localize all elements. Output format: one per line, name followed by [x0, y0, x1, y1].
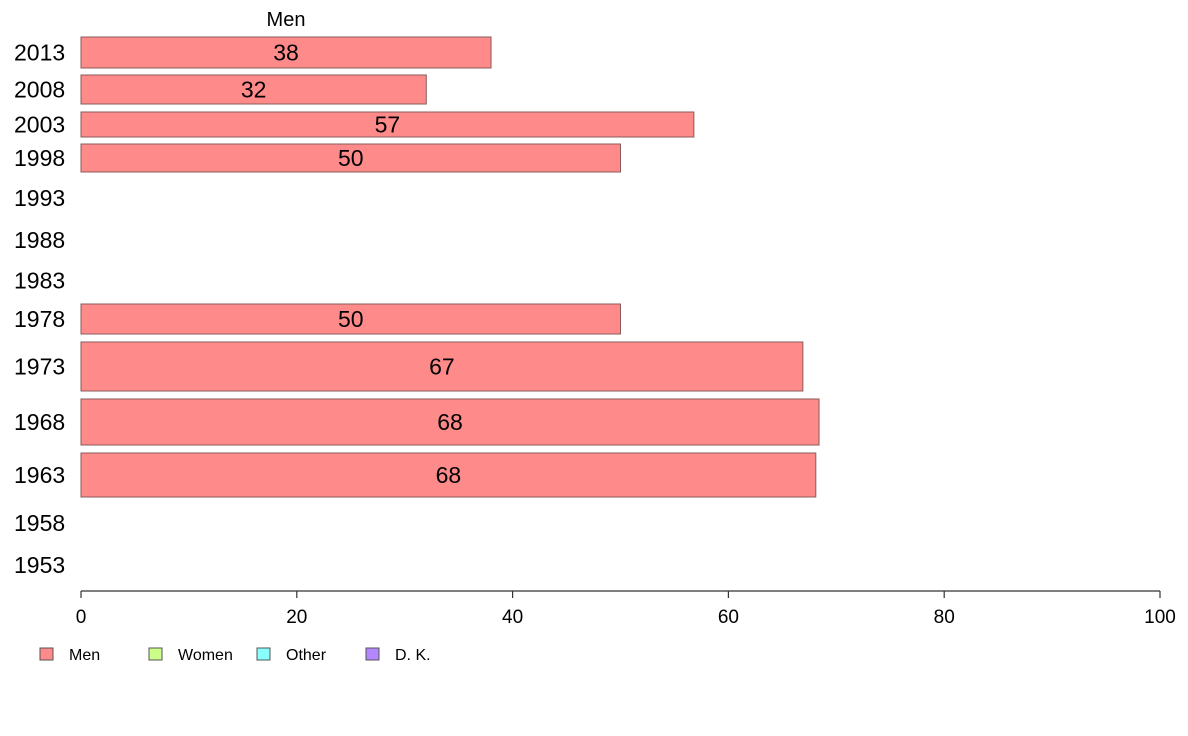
bar: [80, 398, 820, 446]
x-tick-label: 20: [286, 607, 307, 628]
x-tick-label: 40: [502, 607, 523, 628]
bar-value-label: 68: [436, 462, 462, 488]
bar: [80, 303, 621, 335]
x-tick-label: 100: [1144, 607, 1176, 628]
bar-value-label: 50: [338, 145, 364, 171]
bar-value-label: 67: [429, 354, 455, 380]
x-tick-label: 60: [718, 607, 739, 628]
year-label: 1963: [14, 462, 65, 488]
bar: [80, 111, 695, 138]
bar: [80, 36, 492, 69]
bar-value-label: 38: [273, 40, 299, 66]
year-label: 1953: [14, 552, 65, 578]
x-axis: 0 20 40 60 80 100: [76, 590, 1176, 628]
year-label: 1973: [14, 354, 65, 380]
legend-label: D. K.: [395, 647, 431, 664]
year-label: 2008: [14, 77, 65, 103]
bar: [80, 74, 427, 105]
legend-swatch: [148, 647, 163, 661]
chart-rows: 2013 38 2008 32 2003 57 1998 50 1993 1988 1983 1978…: [14, 36, 820, 578]
x-tick-label: 80: [934, 607, 955, 628]
legend-swatch: [39, 647, 54, 661]
bar: [80, 143, 621, 173]
year-label: 1968: [14, 409, 65, 435]
year-label: 1958: [14, 510, 65, 536]
year-label: 1978: [14, 306, 65, 332]
legend-swatch: [365, 647, 380, 661]
bar: [80, 341, 804, 392]
x-tick-label: 0: [76, 607, 87, 628]
bar-value-label: 68: [437, 409, 463, 435]
bar-value-label: 50: [338, 306, 364, 332]
year-label: 1993: [14, 185, 65, 211]
bar-value-label: 57: [375, 112, 401, 138]
year-label: 2013: [14, 40, 65, 66]
legend-label: Women: [178, 647, 233, 664]
year-label: 1988: [14, 227, 65, 253]
legend-label: Men: [69, 647, 100, 664]
bar-value-label: 32: [241, 77, 267, 103]
legend-swatch: [256, 647, 271, 661]
legend: Men Women Other D. K.: [39, 647, 431, 664]
legend-label: Other: [286, 647, 327, 664]
bar: [80, 452, 817, 498]
year-label: 2003: [14, 112, 65, 138]
year-label: 1983: [14, 268, 65, 294]
year-label: 1998: [14, 145, 65, 171]
column-title: Men: [267, 9, 306, 31]
